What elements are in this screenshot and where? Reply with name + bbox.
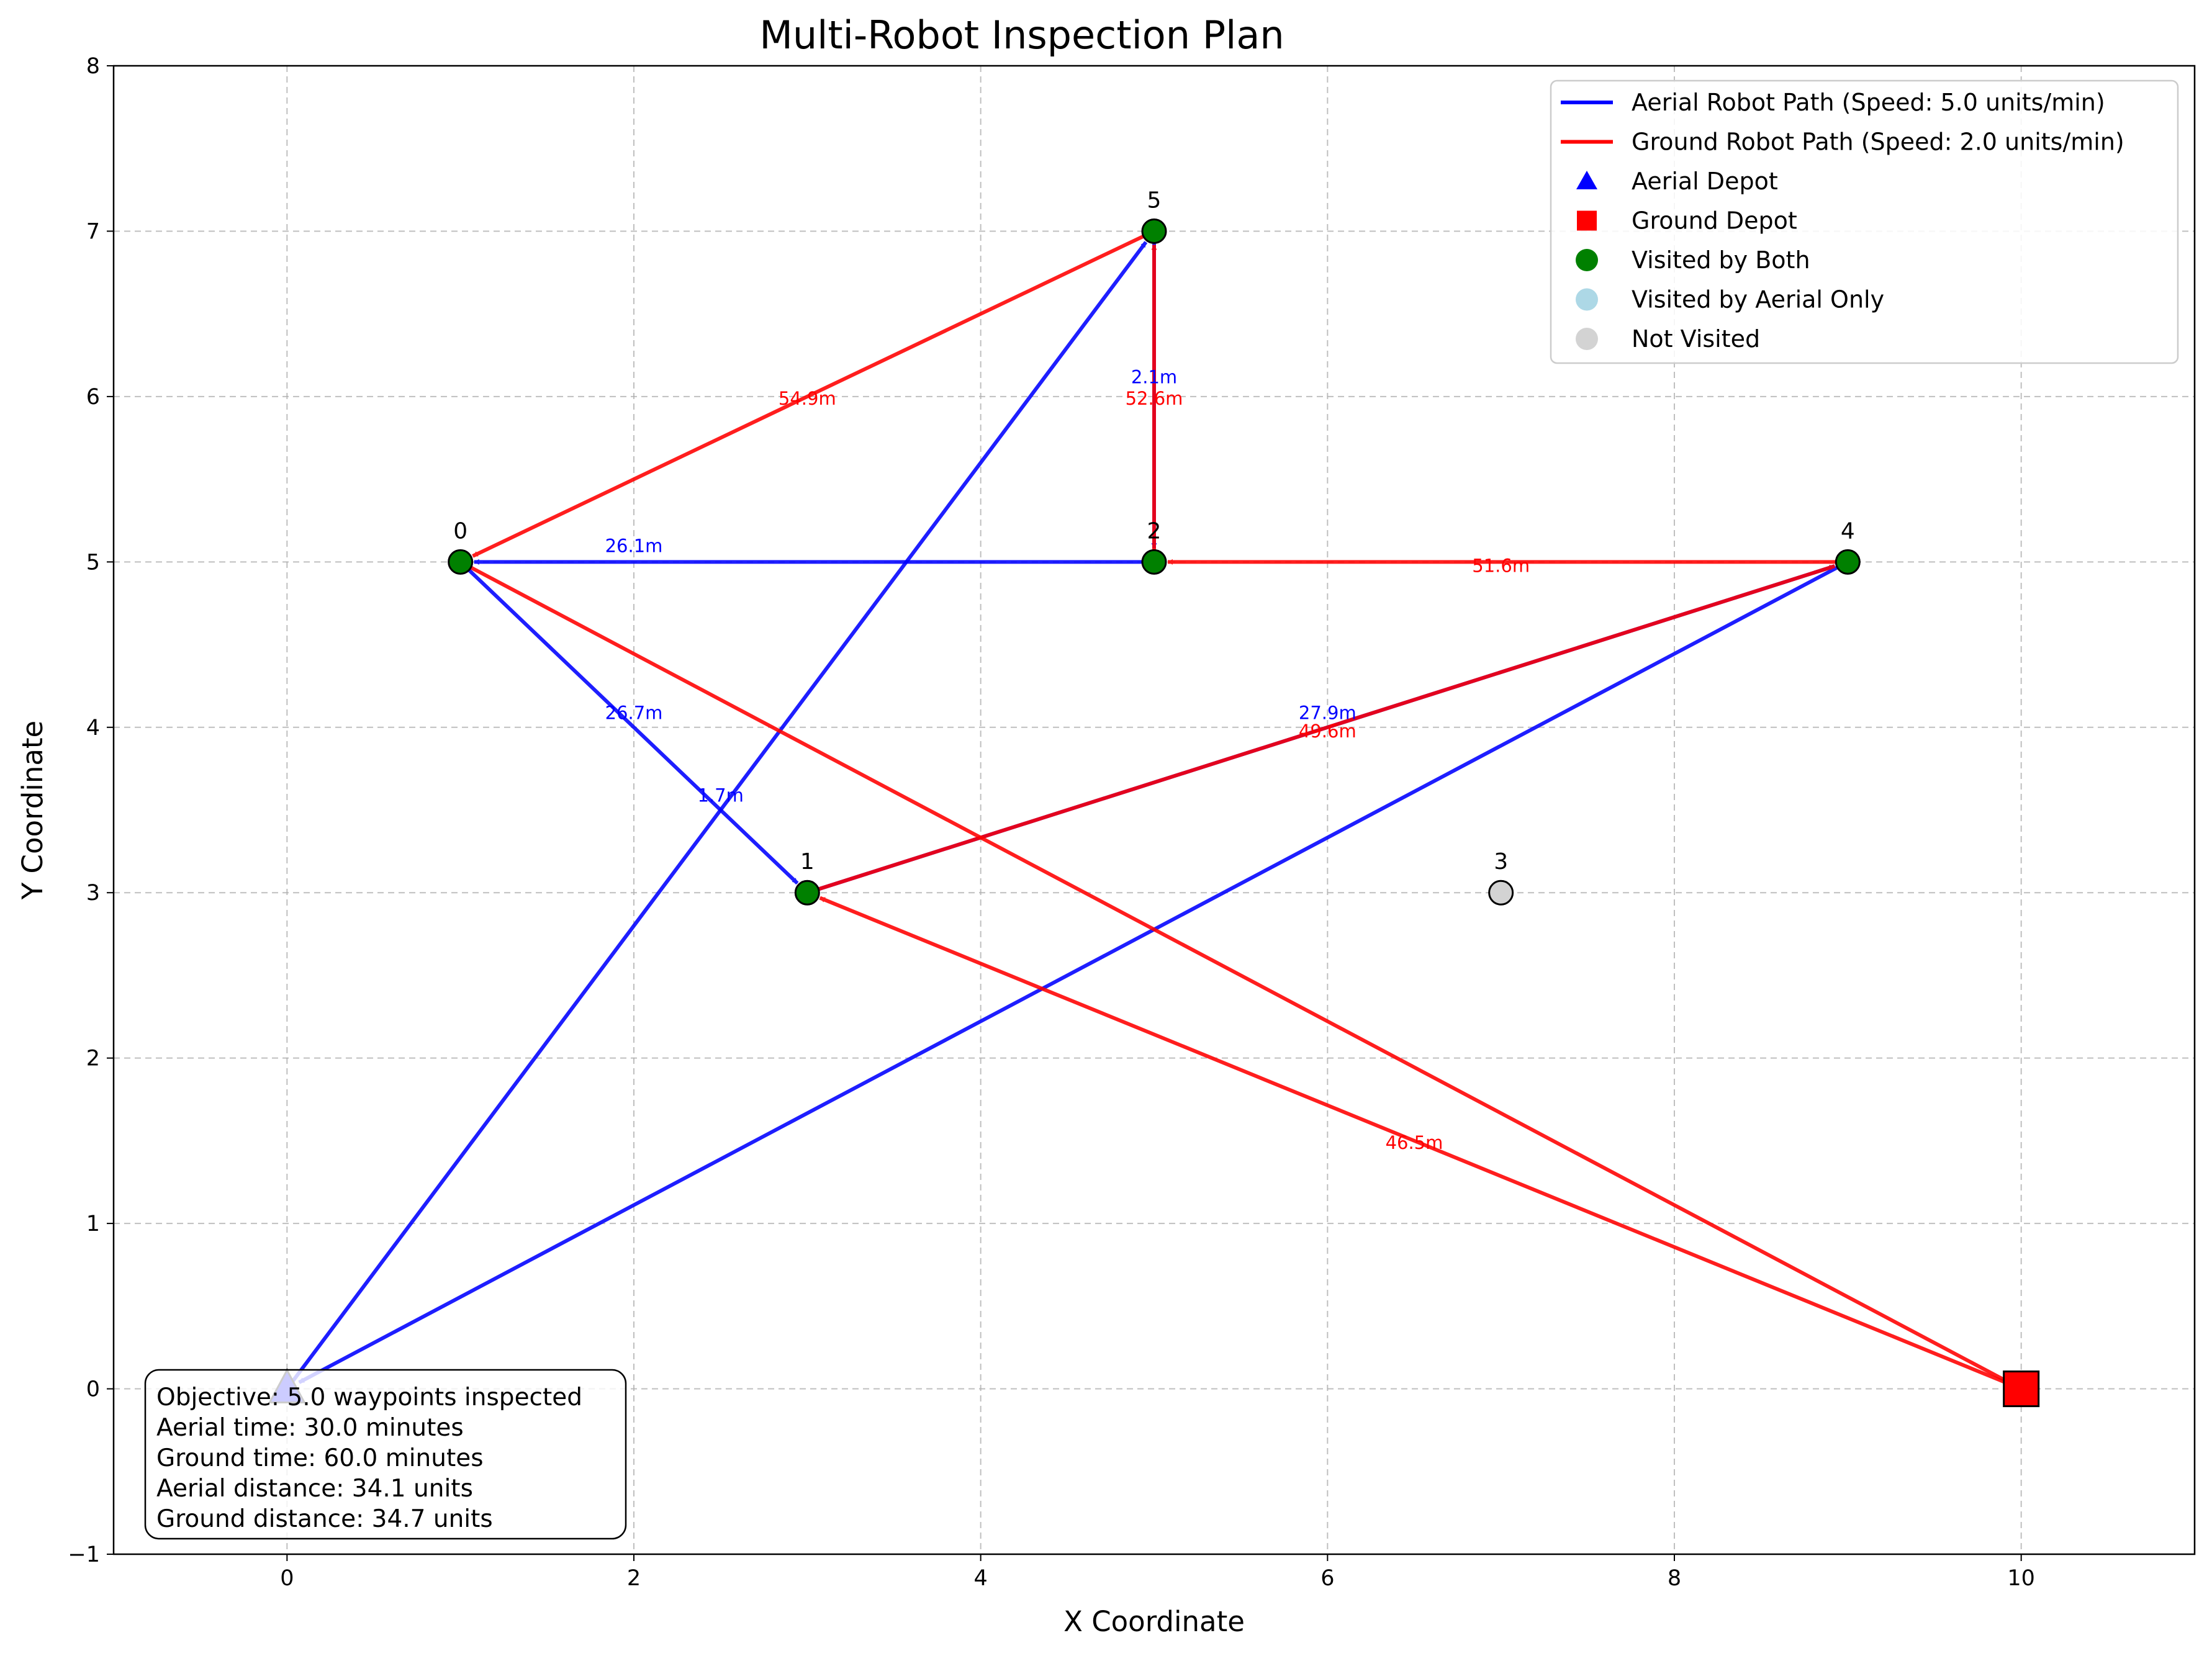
info-line: Aerial distance: 34.1 units	[156, 1475, 473, 1503]
aerial-path-segment	[298, 560, 1849, 1384]
x-tick-label: 4	[974, 1566, 988, 1591]
edge-distance-label: 26.1m	[605, 535, 663, 556]
y-tick-label: −1	[68, 1542, 100, 1567]
waypoint-label: 1	[800, 849, 815, 875]
edge-distance-label: 52.6m	[1126, 388, 1183, 409]
waypoint-label: 3	[1494, 849, 1508, 875]
legend-entry-label: Aerial Depot	[1632, 168, 1778, 195]
robot-paths	[285, 229, 2022, 1391]
y-tick-label: 3	[86, 881, 100, 906]
waypoint-label: 0	[453, 518, 467, 544]
legend-entry-label: Ground Robot Path (Speed: 2.0 units/min)	[1632, 128, 2124, 156]
y-tick-label: 4	[86, 716, 100, 740]
waypoint-label: 5	[1147, 187, 1162, 213]
edge-distance-label: 54.9m	[779, 388, 836, 409]
y-tick-label: 2	[86, 1046, 100, 1071]
y-tick-label: 8	[86, 54, 100, 79]
x-tick-label: 2	[627, 1566, 641, 1591]
x-tick-label: 6	[1320, 1566, 1334, 1591]
edge-distance-label: 26.7m	[605, 702, 663, 723]
ground-path-segment	[459, 560, 2010, 1384]
edge-labels: 26.1m 26.7m 1.7m 2.1m 27.9m 54.9m 52.6m 51.6m 49…	[605, 367, 1530, 1154]
info-box-frame	[144, 1369, 627, 1540]
waypoint-marker	[1835, 549, 1861, 575]
edge-distance-label: 46.5m	[1386, 1132, 1443, 1153]
ground-path-segment	[472, 229, 1155, 558]
ground-path-segment	[819, 896, 2022, 1391]
y-tick-label: 7	[86, 219, 100, 244]
edge-distance-label: 49.6m	[1299, 721, 1357, 742]
legend-entry-label: Aerial Robot Path (Speed: 5.0 units/min)	[1632, 89, 2105, 116]
info-line: Ground time: 60.0 minutes	[156, 1444, 484, 1472]
y-tick-label: 0	[86, 1377, 100, 1402]
legend-entry-label: Visited by Both	[1632, 246, 1810, 274]
aerial-path-segment	[459, 560, 799, 885]
plot-frame	[112, 65, 2196, 1555]
edge-distance-label: 2.1m	[1131, 367, 1177, 388]
legend-entry-label: Not Visited	[1632, 325, 1760, 353]
x-axis-label: X Coordinate	[1063, 1605, 1245, 1638]
legend-circle-swatch	[1576, 328, 1598, 350]
edge-distance-label: 27.9m	[1299, 702, 1357, 723]
waypoint-marker	[1488, 880, 1514, 906]
legend-entry-label: Visited by Aerial Only	[1632, 286, 1884, 313]
y-tick-label: 6	[86, 385, 100, 410]
chart-title: Multi-Robot Inspection Plan	[759, 12, 1284, 58]
legend: Aerial Robot Path (Speed: 5.0 units/min)…	[1550, 79, 2179, 364]
x-tick-label: 8	[1668, 1566, 1681, 1591]
info-line: Aerial time: 30.0 minutes	[156, 1414, 464, 1442]
info-line: Ground distance: 34.7 units	[156, 1505, 493, 1533]
x-tick-label: 0	[280, 1566, 294, 1591]
edge-distance-label: 1.7m	[697, 785, 743, 806]
aerial-path-segment	[285, 241, 1148, 1390]
legend-frame	[1550, 79, 2179, 364]
x-tick-label: 10	[2007, 1566, 2035, 1591]
y-tick-label: 1	[86, 1212, 100, 1236]
waypoint-marker	[794, 880, 820, 906]
legend-triangle-swatch	[1576, 171, 1597, 189]
edge-distance-label: 51.6m	[1472, 555, 1530, 576]
y-axis-label: Y Coordinate	[16, 721, 49, 900]
legend-circle-swatch	[1576, 288, 1598, 311]
info-line: Objective: 5.0 waypoints inspected	[156, 1384, 582, 1411]
waypoint-marker	[448, 549, 474, 575]
waypoint-marker	[1141, 549, 1167, 575]
waypoint-marker	[1141, 218, 1167, 244]
info-box: Objective: 5.0 waypoints inspected Aerial…	[144, 1369, 627, 1540]
y-tick-label: 5	[86, 550, 100, 575]
ground-depot-marker	[2003, 1370, 2040, 1408]
legend-entry-label: Ground Depot	[1632, 207, 1797, 235]
legend-circle-swatch	[1576, 249, 1598, 271]
legend-square-swatch	[1577, 210, 1597, 231]
waypoint-label: 2	[1147, 518, 1162, 544]
waypoint-label: 4	[1841, 518, 1855, 544]
